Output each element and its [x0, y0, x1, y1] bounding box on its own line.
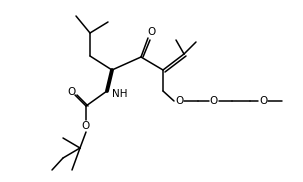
Text: O: O [82, 121, 90, 131]
Text: NH: NH [112, 89, 128, 99]
Text: O: O [259, 96, 267, 106]
Text: O: O [210, 96, 218, 106]
Text: O: O [148, 27, 156, 37]
Text: O: O [175, 96, 183, 106]
Text: O: O [68, 87, 76, 97]
